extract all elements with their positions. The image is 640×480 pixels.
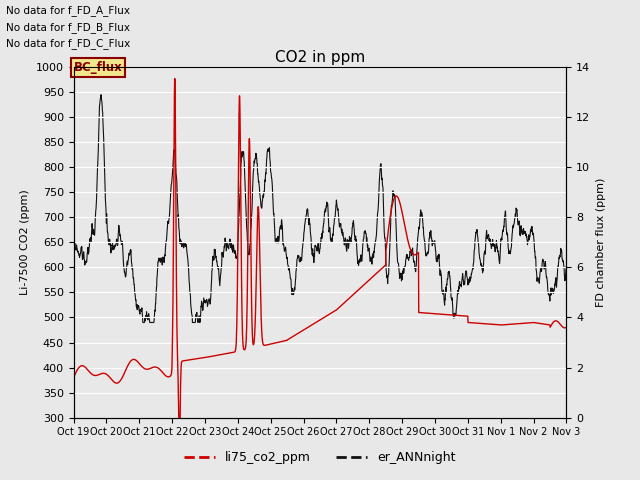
Y-axis label: Li-7500 CO2 (ppm): Li-7500 CO2 (ppm) (20, 190, 30, 295)
Title: CO2 in ppm: CO2 in ppm (275, 49, 365, 65)
Legend: li75_co2_ppm, er_ANNnight: li75_co2_ppm, er_ANNnight (179, 446, 461, 469)
Text: No data for f_FD_A_Flux: No data for f_FD_A_Flux (6, 5, 131, 16)
Y-axis label: FD chamber flux (ppm): FD chamber flux (ppm) (596, 178, 606, 307)
Text: BC_flux: BC_flux (74, 60, 122, 74)
Text: No data for f_FD_C_Flux: No data for f_FD_C_Flux (6, 38, 131, 49)
Text: No data for f_FD_B_Flux: No data for f_FD_B_Flux (6, 22, 131, 33)
